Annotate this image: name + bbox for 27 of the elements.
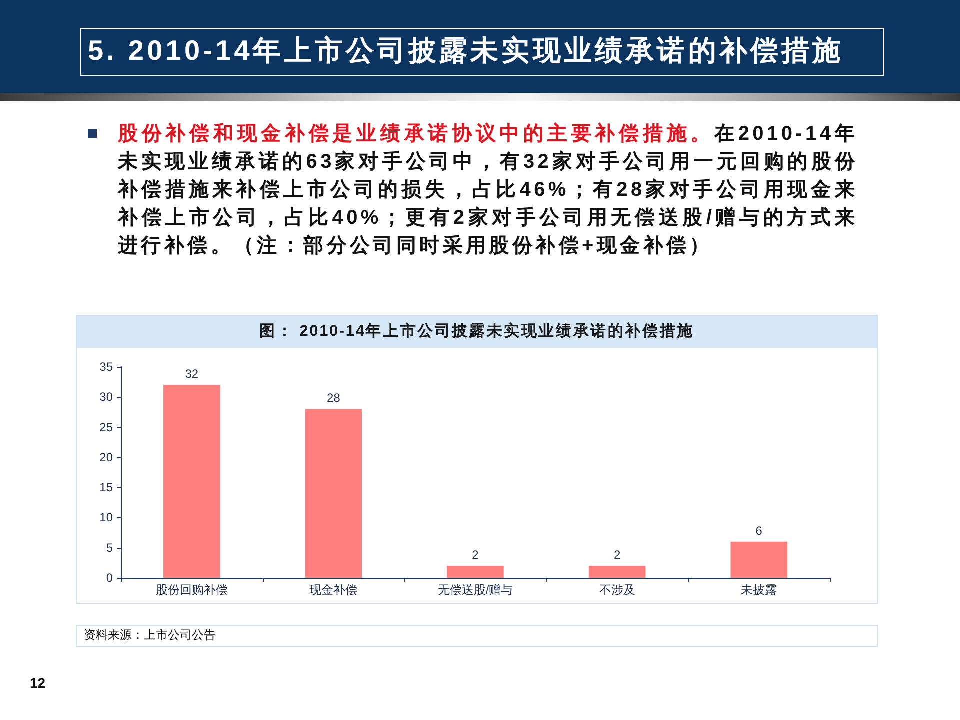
text: 12 — [30, 675, 46, 691]
chart-title: 5. 2010-14年上市公司披露未实现业绩承诺的补偿措施 — [88, 34, 844, 68]
y-tick-label: 30 — [100, 390, 114, 404]
x-tick-label: 不涉及 — [599, 583, 636, 597]
bar — [164, 385, 220, 578]
x-tick-label: 现金补偿 — [310, 583, 358, 597]
bar — [447, 566, 504, 578]
data-label: 2 — [472, 548, 480, 562]
y-tick-label: 25 — [100, 420, 114, 434]
x-tick-label: 无偿送股/赠与 — [438, 583, 514, 597]
y-tick-label: 0 — [106, 571, 114, 585]
y-tick-label: 10 — [100, 510, 114, 525]
data-label: 32 — [185, 367, 199, 382]
data-label: 28 — [327, 391, 341, 406]
text: 股份补偿和现金补偿是业绩承诺协议中的主要补偿措施。 — [118, 123, 714, 145]
y-tick-label: 15 — [100, 480, 114, 495]
bar — [730, 542, 788, 578]
bar — [588, 566, 646, 578]
y-tick-label: 5 — [106, 540, 114, 555]
y-tick-label: 35 — [100, 360, 114, 374]
data-label: 6 — [756, 524, 763, 538]
x-tick-label: 未披露 — [741, 583, 778, 597]
y-tick-label: 20 — [100, 450, 114, 464]
x-tick-label: 股份回购补偿 — [156, 583, 228, 597]
data-label: 2 — [614, 548, 621, 562]
bar — [305, 409, 362, 578]
text: 资料来源：上市公司公告 — [84, 627, 216, 644]
